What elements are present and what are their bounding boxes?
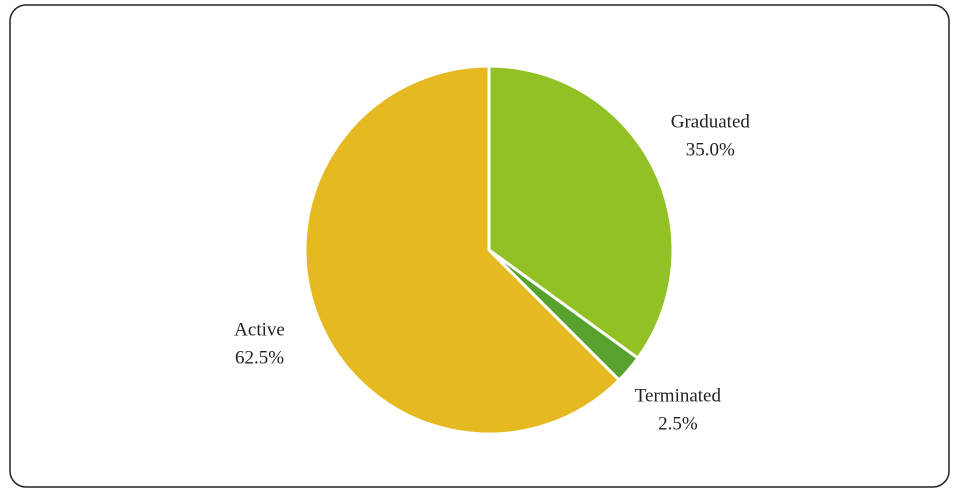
- slice-value-label: 2.5%: [658, 414, 698, 435]
- pie-slice: [487, 64, 675, 361]
- slice-value-label: 35.0%: [686, 140, 735, 161]
- slice-value-label: 62.5%: [235, 347, 284, 368]
- pie-slice: [303, 64, 622, 436]
- slice-label: Active: [234, 319, 285, 340]
- slice-label: Graduated: [671, 112, 751, 133]
- slice-label: Terminated: [635, 386, 722, 407]
